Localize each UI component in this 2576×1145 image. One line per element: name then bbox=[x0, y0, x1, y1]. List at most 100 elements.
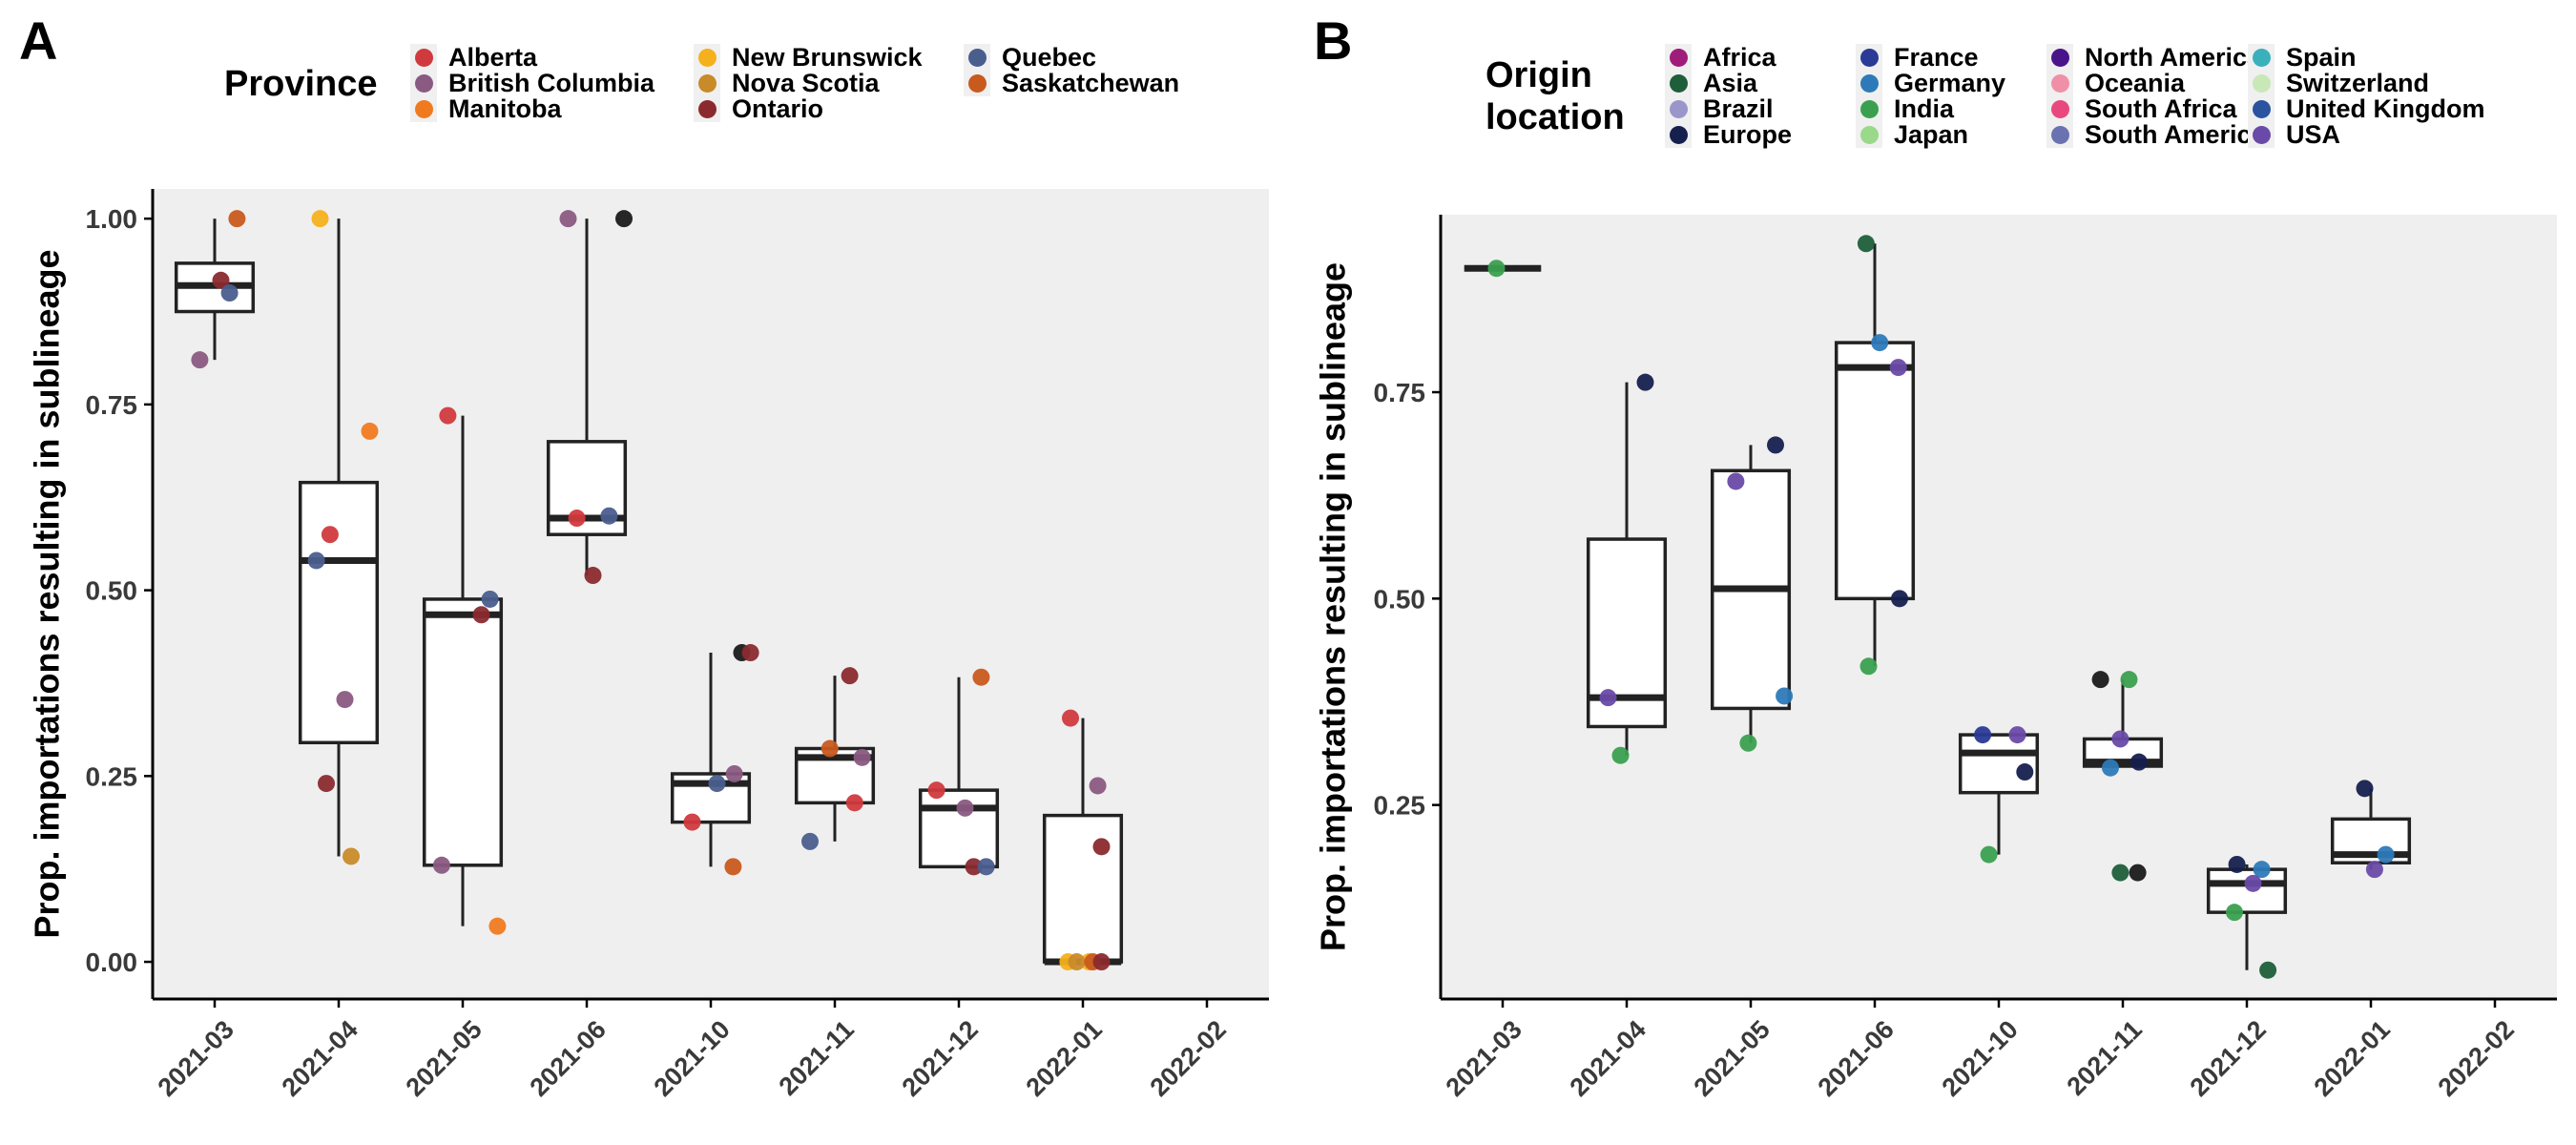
data-point bbox=[972, 668, 990, 686]
data-point bbox=[841, 667, 859, 685]
data-point bbox=[977, 858, 995, 876]
legend-swatch bbox=[2252, 73, 2271, 93]
data-point bbox=[1092, 953, 1111, 971]
data-point bbox=[220, 284, 239, 302]
legend-swatch bbox=[2050, 125, 2069, 144]
legend-title: Origin location bbox=[1485, 55, 1625, 137]
data-point bbox=[2111, 864, 2129, 882]
legend-item: Oceania bbox=[2046, 68, 2186, 97]
data-point bbox=[600, 507, 618, 525]
legend-label: India bbox=[1894, 94, 1955, 123]
data-point bbox=[2356, 780, 2374, 798]
x-tick-label: 2021-04 bbox=[277, 1015, 364, 1102]
legend-swatch bbox=[2252, 99, 2271, 118]
x-tick-label: 2022-01 bbox=[2309, 1015, 2396, 1102]
data-point bbox=[318, 775, 335, 793]
legend-item: Brazil bbox=[1665, 94, 1774, 123]
legend-swatch bbox=[2050, 99, 2069, 118]
legend-label: Japan bbox=[1894, 119, 1969, 149]
legend-item: Nova Scotia bbox=[694, 69, 880, 97]
legend-label: South Africa bbox=[2085, 94, 2237, 123]
x-tick-label: 2022-02 bbox=[2433, 1015, 2520, 1102]
legend-swatch bbox=[967, 48, 987, 67]
data-point bbox=[191, 351, 209, 369]
legend-swatch bbox=[1669, 99, 1688, 118]
data-point bbox=[2253, 861, 2271, 879]
panel-b: B Origin location Africa Asia Brazil Europe… bbox=[1288, 0, 2576, 1145]
legend-key bbox=[410, 44, 437, 71]
legend-item: Switzerland bbox=[2248, 68, 2430, 97]
legend-label: New Brunswick bbox=[732, 42, 923, 72]
legend-swatch bbox=[2050, 48, 2069, 67]
legend-swatch bbox=[2050, 73, 2069, 93]
legend-item: Spain bbox=[2248, 43, 2357, 72]
data-point bbox=[2102, 759, 2119, 777]
data-point bbox=[228, 210, 246, 228]
data-point bbox=[2016, 763, 2034, 781]
legend-label: Ontario bbox=[732, 94, 824, 123]
data-point bbox=[2008, 726, 2026, 744]
legend-item: South Africa bbox=[2046, 94, 2237, 123]
legend-item: New Brunswick bbox=[694, 42, 923, 72]
data-point bbox=[1980, 845, 1998, 864]
x-tick-label: 2021-12 bbox=[2185, 1015, 2272, 1102]
chart-plot: 0.00 0.25 0.50 0.75 1.00 2021-03 2021-04 2021-0… bbox=[28, 189, 1269, 1102]
data-point bbox=[472, 606, 490, 624]
data-point bbox=[2091, 671, 2109, 689]
legend-label: Manitoba bbox=[448, 94, 562, 123]
legend-label: United Kingdom bbox=[2286, 94, 2485, 123]
data-point bbox=[1062, 709, 1079, 727]
data-point bbox=[321, 526, 339, 544]
y-tick-label: 0.25 bbox=[86, 761, 138, 791]
data-point bbox=[2129, 864, 2147, 882]
legend-label: Oceania bbox=[2085, 68, 2186, 97]
legend-item: Alberta bbox=[410, 42, 538, 72]
legend-label: Quebec bbox=[1002, 42, 1097, 72]
panel-a: A Province Alberta British Columbia Manito… bbox=[19, 10, 1269, 1102]
legend-key bbox=[1665, 70, 1692, 96]
x-tick-label: 2021-03 bbox=[1441, 1015, 1527, 1102]
legend-swatch bbox=[697, 99, 717, 118]
legend-label: France bbox=[1894, 42, 1979, 72]
x-tick-label: 2021-11 bbox=[774, 1015, 860, 1101]
y-tick-label: 0.25 bbox=[1374, 791, 1426, 821]
data-point bbox=[584, 567, 602, 585]
box bbox=[1834, 341, 1916, 601]
legend-item: India bbox=[1856, 94, 1955, 123]
legend-key bbox=[2046, 70, 2073, 96]
x-tick-label: 2021-03 bbox=[153, 1015, 239, 1102]
legend-key bbox=[964, 44, 990, 71]
x-tick-label: 2022-01 bbox=[1021, 1015, 1108, 1102]
legend-label: Switzerland bbox=[2286, 68, 2430, 97]
legend-label: British Columbia bbox=[448, 68, 655, 97]
legend-swatch bbox=[414, 48, 433, 67]
data-point bbox=[1871, 334, 1889, 352]
legend-item: France bbox=[1856, 42, 1979, 72]
data-point bbox=[1776, 687, 1794, 705]
legend-key bbox=[694, 95, 720, 122]
legend-key bbox=[410, 95, 437, 122]
data-point bbox=[2226, 904, 2243, 922]
data-point bbox=[956, 799, 974, 817]
x-tick-label: 2021-06 bbox=[525, 1015, 612, 1102]
legend-key bbox=[694, 44, 720, 71]
legend-item: Africa bbox=[1665, 43, 1776, 72]
legend-swatch bbox=[1669, 125, 1688, 144]
data-point bbox=[439, 406, 457, 425]
legend-item: USA bbox=[2248, 120, 2340, 149]
data-point bbox=[2228, 855, 2246, 873]
legend-item: Quebec bbox=[964, 42, 1097, 72]
legend-label: Alberta bbox=[448, 42, 538, 72]
data-point bbox=[1089, 777, 1107, 795]
data-point bbox=[683, 813, 701, 831]
panel-letter: A bbox=[19, 10, 58, 71]
legend-label: Brazil bbox=[1703, 94, 1774, 123]
data-point bbox=[1767, 436, 1784, 454]
data-point bbox=[1727, 472, 1745, 490]
data-point bbox=[2259, 961, 2277, 979]
legend-item: Manitoba bbox=[410, 94, 562, 123]
legend-key bbox=[694, 70, 720, 96]
legend-key bbox=[2046, 44, 2073, 71]
x-tick-label: 2021-05 bbox=[1689, 1015, 1776, 1102]
legend-key bbox=[1665, 95, 1692, 122]
